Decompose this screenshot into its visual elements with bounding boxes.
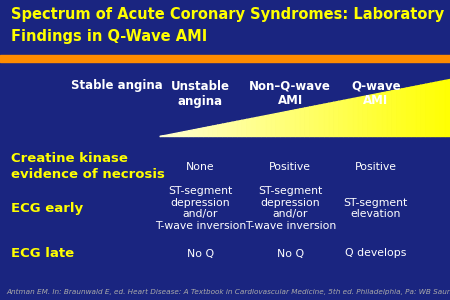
Text: ECG early: ECG early	[11, 202, 83, 215]
Text: Positive: Positive	[355, 161, 397, 172]
Polygon shape	[227, 122, 232, 136]
Polygon shape	[315, 105, 319, 136]
Text: Spectrum of Acute Coronary Syndromes: Laboratory: Spectrum of Acute Coronary Syndromes: La…	[11, 8, 445, 22]
Polygon shape	[290, 110, 295, 136]
Bar	[0, 56, 450, 62]
Polygon shape	[281, 112, 286, 136]
Polygon shape	[218, 124, 223, 136]
Polygon shape	[348, 98, 353, 136]
Text: Q-wave
AMI: Q-wave AMI	[351, 80, 400, 107]
Polygon shape	[339, 100, 344, 136]
Polygon shape	[353, 98, 358, 136]
Text: No Q: No Q	[187, 248, 214, 259]
Polygon shape	[358, 97, 363, 136]
Polygon shape	[203, 127, 208, 136]
Text: Unstable
angina: Unstable angina	[171, 80, 230, 107]
Polygon shape	[344, 100, 348, 136]
Polygon shape	[329, 102, 334, 136]
Polygon shape	[271, 114, 276, 136]
Polygon shape	[232, 121, 237, 136]
Text: No Q: No Q	[277, 248, 304, 259]
Text: Stable angina: Stable angina	[71, 80, 163, 92]
Polygon shape	[266, 115, 271, 136]
Text: Q develops: Q develops	[345, 248, 406, 259]
Polygon shape	[179, 132, 184, 136]
Polygon shape	[237, 120, 242, 136]
Polygon shape	[189, 130, 194, 136]
Polygon shape	[363, 96, 368, 136]
Polygon shape	[378, 93, 382, 136]
Polygon shape	[256, 116, 261, 136]
Polygon shape	[286, 111, 290, 136]
Text: ST-segment
depression
and/or
T-wave inversion: ST-segment depression and/or T-wave inve…	[155, 186, 246, 231]
Polygon shape	[382, 92, 387, 136]
Polygon shape	[252, 118, 256, 136]
Polygon shape	[431, 82, 436, 136]
Polygon shape	[373, 94, 378, 136]
Polygon shape	[295, 109, 300, 136]
Text: Antman EM. In: Braunwald E, ed. Heart Disease: A Textbook in Cardiovascular Medi: Antman EM. In: Braunwald E, ed. Heart Di…	[7, 289, 450, 295]
Polygon shape	[445, 80, 450, 136]
Text: None: None	[186, 161, 215, 172]
Polygon shape	[208, 126, 213, 136]
Polygon shape	[247, 118, 252, 136]
Polygon shape	[169, 134, 174, 136]
Polygon shape	[194, 129, 198, 136]
Polygon shape	[320, 104, 324, 136]
Text: ECG late: ECG late	[11, 247, 74, 260]
Polygon shape	[276, 113, 281, 136]
Polygon shape	[387, 91, 392, 136]
Polygon shape	[416, 85, 421, 136]
Polygon shape	[324, 103, 329, 136]
Polygon shape	[426, 83, 431, 136]
Polygon shape	[300, 108, 305, 136]
Polygon shape	[421, 84, 426, 136]
Text: Positive: Positive	[269, 161, 311, 172]
Text: Non–Q-wave
AMI: Non–Q-wave AMI	[249, 80, 331, 107]
Text: ST-segment
elevation: ST-segment elevation	[344, 198, 408, 219]
Polygon shape	[368, 95, 373, 136]
Text: Findings in Q-Wave AMI: Findings in Q-Wave AMI	[11, 28, 207, 44]
Polygon shape	[397, 89, 402, 136]
Polygon shape	[406, 87, 411, 136]
Polygon shape	[440, 80, 445, 136]
Polygon shape	[198, 128, 203, 136]
Text: Creatine kinase
evidence of necrosis: Creatine kinase evidence of necrosis	[11, 152, 165, 181]
Polygon shape	[392, 90, 397, 136]
Polygon shape	[310, 106, 315, 136]
Polygon shape	[174, 133, 179, 136]
Polygon shape	[242, 119, 247, 136]
Polygon shape	[411, 86, 416, 136]
Polygon shape	[213, 125, 218, 136]
Polygon shape	[223, 123, 227, 136]
Polygon shape	[261, 116, 266, 136]
Polygon shape	[184, 131, 189, 137]
Polygon shape	[305, 107, 310, 136]
Text: ST-segment
depression
and/or
T-wave inversion: ST-segment depression and/or T-wave inve…	[245, 186, 336, 231]
Polygon shape	[402, 88, 406, 136]
Polygon shape	[165, 135, 169, 137]
Polygon shape	[436, 81, 440, 136]
Polygon shape	[334, 101, 339, 136]
